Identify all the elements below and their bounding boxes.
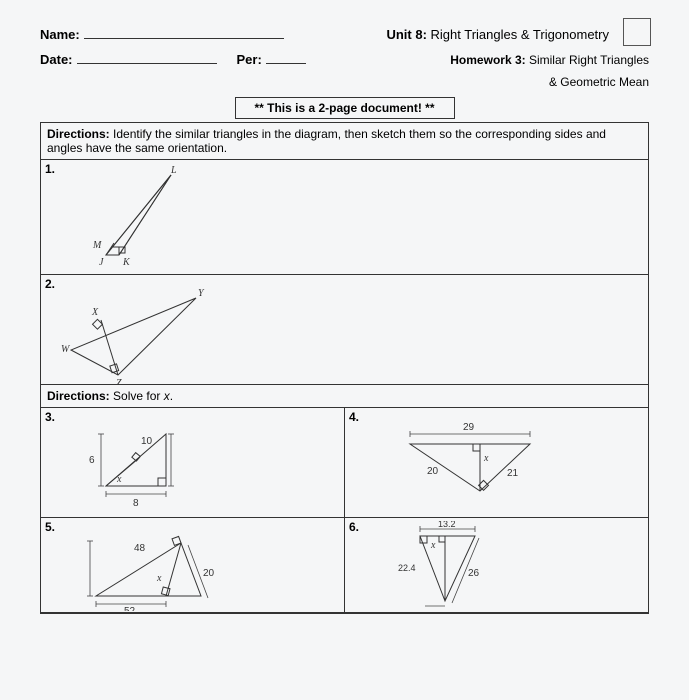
date-label: Date: — [40, 52, 73, 67]
header-row-1: Name: Unit 8: Right Triangles & Trigonom… — [40, 25, 649, 42]
page-note-text: ** This is a 2-page document! ** — [254, 101, 434, 115]
p1-L: L — [170, 165, 177, 176]
p6-x: x — [430, 540, 436, 551]
p6-26: 26 — [468, 568, 480, 579]
p4-num: 4. — [349, 410, 359, 424]
directions-1: Directions: Directions: Identify the sim… — [41, 123, 648, 160]
hw-title: Similar Right Triangles — [526, 53, 649, 67]
p4-diagram: 29 20 21 x — [385, 416, 585, 511]
p5-52: 52 — [124, 606, 136, 611]
main-box: Directions: Directions: Identify the sim… — [40, 122, 649, 614]
unit-title: Right Triangles & Trigonometry — [427, 27, 609, 42]
directions-2-vis: Solve for x. — [113, 389, 173, 403]
p2-Z: Z — [116, 378, 122, 385]
p4-20: 20 — [427, 466, 439, 477]
p2-Y: Y — [198, 288, 205, 299]
p6-132: 13.2 — [438, 521, 456, 529]
row-56: 5. 48 52 20 x — [41, 518, 648, 613]
p1-num: 1. — [45, 162, 55, 176]
p2-diagram: W X Y Z — [56, 280, 236, 385]
p3-10: 10 — [141, 436, 153, 447]
p1-J: J — [99, 257, 104, 268]
p3-num: 3. — [45, 410, 55, 424]
p2-num: 2. — [45, 277, 55, 291]
p6-diagram: 13.2 22.4 26 x — [380, 521, 560, 611]
p4-x: x — [483, 453, 489, 464]
date-blank[interactable] — [77, 50, 217, 64]
p5-20: 20 — [203, 568, 215, 579]
p5-x: x — [156, 573, 162, 584]
problem-3: 3. 6 10 8 — [41, 408, 345, 518]
name-blank[interactable] — [84, 25, 284, 39]
problem-4: 4. 29 20 21 x — [345, 408, 648, 518]
p1-M: M — [92, 240, 102, 251]
p4-21: 21 — [507, 468, 519, 479]
directions-1-vis: Identify the similar triangles in the di… — [47, 127, 606, 155]
p1-K: K — [122, 257, 131, 268]
header-row-2: Date: Per: Homework 3: Similar Right Tri… — [40, 50, 649, 67]
page-note: ** This is a 2-page document! ** — [235, 97, 455, 119]
p3-8: 8 — [133, 498, 139, 509]
row-34: 3. 6 10 8 — [41, 408, 648, 518]
hw-label: Homework 3: — [450, 53, 525, 67]
p5-48: 48 — [134, 543, 146, 554]
hw-sub: & Geometric Mean — [40, 75, 649, 89]
p1-diagram: L M J K — [71, 165, 211, 275]
problem-5: 5. 48 52 20 x — [41, 518, 345, 613]
unit-label: Unit 8: — [386, 27, 426, 42]
p6-224: 22.4 — [398, 563, 416, 573]
p3-x: x — [116, 474, 122, 485]
p2-X: X — [91, 307, 99, 318]
directions-2: Directions: Solve for x. — [41, 385, 648, 408]
problem-2: 2. W X Y Z — [41, 275, 648, 385]
worksheet-page: Name: Unit 8: Right Triangles & Trigonom… — [0, 0, 689, 700]
problem-6: 6. 13.2 22.4 26 x — [345, 518, 648, 613]
per-blank[interactable] — [266, 50, 306, 64]
p6-num: 6. — [349, 520, 359, 534]
name-label: Name: — [40, 27, 80, 42]
p4-29: 29 — [463, 422, 475, 433]
grade-box — [623, 18, 651, 46]
p2-W: W — [61, 344, 71, 355]
p3-6: 6 — [89, 455, 95, 466]
p5-diagram: 48 52 20 x — [66, 521, 266, 611]
p5-num: 5. — [45, 520, 55, 534]
per-label: Per: — [237, 52, 262, 67]
p3-diagram: 6 10 8 x — [71, 416, 231, 516]
problem-1: 1. L M J K — [41, 160, 648, 275]
